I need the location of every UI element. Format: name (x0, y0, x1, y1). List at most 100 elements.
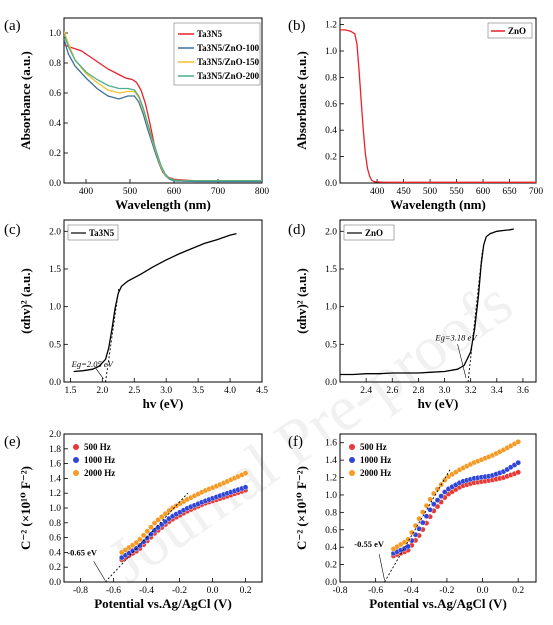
legend-marker (349, 457, 355, 463)
legend-box (67, 224, 119, 241)
x-tick-label: 500 (423, 187, 438, 197)
y-tick-label: 0.0 (49, 179, 61, 189)
data-point (438, 493, 444, 499)
data-point (155, 517, 161, 523)
y-tick-label: 1.0 (49, 504, 61, 514)
data-point (419, 519, 426, 526)
panel-label: (e) (4, 434, 21, 450)
chart-panel-4: (d) 2.4 2.6 2.8 3.0 3.2 3.4 3.6 0.0 0.5 1.0 1.5 2.0 h… (288, 219, 537, 411)
x-tick-label: 550 (449, 187, 464, 197)
y-axis-title: Absorbance (a.u.) (294, 51, 309, 150)
x-axis-title: Potential vs.Ag/AgCl (V) (369, 596, 507, 611)
y-tick-label: 0.2 (325, 153, 337, 163)
data-point (405, 536, 411, 543)
x-tick-label: 400 (79, 187, 94, 197)
chart-panel-5: (e) -0.8 -0.6 -0.4 -0.2 0.0 0.2 0.0 0.2 0.4 0.6 0.8… (4, 430, 263, 611)
data-point (144, 528, 150, 535)
legend-marker (349, 444, 355, 450)
data-point (137, 536, 143, 543)
y-tick-label: 2.0 (49, 430, 61, 440)
x-tick-label: 800 (255, 187, 270, 197)
y-tick-label: 0.4 (325, 543, 337, 553)
y-axis-title: C⁻² (×10¹⁰ F⁻²) (18, 466, 33, 550)
chart-panel-2: (b) 400 450 500 550 600 650 700 0.0 0.2 0.4 0.6 0.8 1… (288, 17, 543, 212)
data-point (430, 501, 437, 507)
legend-label: 2000 Hz (360, 468, 391, 478)
data-point (151, 527, 158, 534)
x-tick-label: 2.8 (412, 386, 424, 396)
y-tick-label: 2.0 (325, 227, 337, 237)
x-tick-label: 0.2 (240, 586, 252, 596)
y-tick-label: 0.4 (325, 126, 337, 136)
series-line-ZnO (340, 29, 536, 183)
x-tick-label: 4.0 (224, 386, 236, 396)
x-tick-label: 2.5 (128, 386, 140, 396)
data-point (427, 506, 433, 513)
legend-box (343, 224, 395, 241)
legend-label: Ta3N5/ZnO-200 (197, 71, 260, 81)
y-tick-label: 0.2 (49, 563, 61, 573)
data-point (416, 526, 422, 532)
x-tick-label: 3.5 (192, 386, 204, 396)
plot-frame (63, 17, 263, 184)
x-tick-label: 700 (211, 187, 226, 197)
x-axis-title: hv (eV) (418, 396, 459, 411)
legend-label: ZnO (508, 26, 526, 36)
data-point (441, 489, 448, 495)
chart-panel-3: (c) 1.5 2.0 2.5 3.0 3.5 4.0 4.5 0.0 0.5 1.0 1.5 2.0 h… (4, 219, 268, 411)
data-point (434, 497, 441, 503)
x-tick-label: 450 (396, 187, 411, 197)
y-tick-label: 0.4 (49, 548, 61, 558)
data-point (430, 490, 437, 497)
data-point (423, 513, 430, 520)
y-tick-label: 1.6 (325, 439, 337, 449)
x-tick-label: -0.8 (332, 586, 347, 596)
panel-label: (d) (288, 222, 306, 238)
y-tick-label: 0.0 (325, 179, 337, 189)
y-tick-label: 0.4 (49, 119, 61, 129)
x-axis-title: Wavelength (nm) (115, 197, 211, 212)
y-axis-title: (αhv)² (a.u.) (294, 268, 309, 334)
y-tick-label: 0.6 (49, 534, 61, 544)
chart-panel-1: (a) 400 500 600 700 800 0.0 0.2 0.4 0.6 0.8 1.0 Wave… (4, 17, 270, 212)
y-tick-label: 0.6 (325, 526, 337, 536)
series-line-Ta3N5 (73, 232, 237, 373)
y-tick-label: 1.2 (325, 474, 337, 484)
data-point (242, 484, 249, 491)
legend-label: Ta3N5 (197, 29, 223, 39)
y-axis-title: Absorbance (a.u.) (18, 51, 33, 150)
y-tick-label: 1.2 (49, 489, 61, 499)
chart-panel-6: (f) -0.8 -0.6 -0.4 -0.2 0.0 0.2 0.0 0.2 0.4 0.6 0.8… (288, 433, 537, 611)
x-tick-label: 3.4 (491, 386, 503, 396)
series-line-ZnO (340, 228, 514, 376)
data-point (140, 532, 147, 539)
legend-label: 1000 Hz (360, 455, 391, 465)
x-tick-label: 0.0 (477, 586, 489, 596)
watermark: Journal Pre-proofs (95, 266, 524, 596)
y-tick-label: 1.0 (325, 491, 337, 501)
annotation-label: Eg=2.05 eV (71, 359, 115, 369)
data-point (515, 459, 522, 466)
x-tick-label: 2.0 (96, 386, 108, 396)
y-axis-title: C⁻² (×10¹⁰ F⁻²) (294, 466, 309, 550)
y-tick-label: 0.5 (325, 340, 337, 350)
x-tick-label: 600 (167, 187, 182, 197)
y-tick-label: 0.0 (325, 578, 337, 588)
y-tick-label: 0.6 (325, 100, 337, 110)
annotation-label: -0.65 eV (67, 547, 98, 557)
annotation-label: -0.55 eV (354, 539, 385, 549)
legend-box (487, 22, 533, 39)
extrapolation-line (104, 492, 189, 583)
data-point (158, 521, 165, 528)
plot-frame (339, 433, 537, 583)
x-axis-title: Potential vs.Ag/AgCl (V) (94, 596, 232, 611)
x-tick-label: -0.6 (106, 586, 121, 596)
data-point (158, 514, 165, 520)
y-tick-label: 0.6 (49, 89, 61, 99)
data-point (515, 438, 522, 445)
legend-label: 1000 Hz (84, 455, 115, 465)
x-tick-label: -0.8 (73, 586, 88, 596)
data-point (162, 518, 169, 525)
x-tick-label: -0.6 (368, 586, 383, 596)
legend-marker (349, 470, 355, 476)
